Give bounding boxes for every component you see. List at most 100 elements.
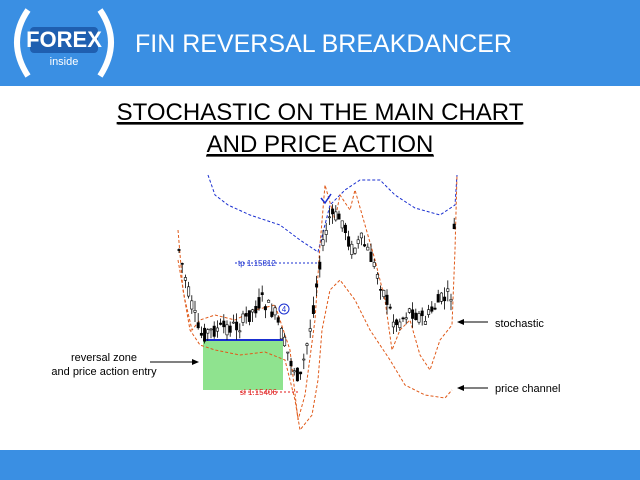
logo-brand: FOREX xyxy=(26,27,102,52)
candle-body xyxy=(260,292,264,296)
candle-body xyxy=(331,208,335,215)
candle-body xyxy=(359,232,363,239)
arrow-head xyxy=(192,359,199,365)
candle-body xyxy=(228,325,232,333)
candle-body xyxy=(270,311,274,317)
candle-body xyxy=(286,351,290,354)
logo-tagline: inside xyxy=(50,56,79,68)
entry-zone xyxy=(203,340,283,390)
candle-body xyxy=(267,299,271,303)
candle-body xyxy=(395,319,399,326)
heading-line: AND PRICE ACTION xyxy=(207,131,434,158)
stochastic-line xyxy=(177,174,458,421)
arrow-head xyxy=(457,385,464,391)
candle-body xyxy=(180,263,184,265)
logo-paren xyxy=(97,8,114,78)
candle-body xyxy=(247,310,251,322)
candle-body xyxy=(203,327,207,342)
candle-body xyxy=(443,296,447,302)
candle-body xyxy=(190,300,194,310)
candle-body xyxy=(350,243,354,255)
candle-body xyxy=(199,332,203,336)
candle-body xyxy=(391,321,395,328)
candle-body xyxy=(273,307,277,316)
candle-body xyxy=(327,216,331,219)
candle-body xyxy=(363,244,367,247)
candle-body xyxy=(433,307,437,310)
candle-body xyxy=(375,274,379,279)
candle-body xyxy=(215,327,219,332)
candle-body xyxy=(289,360,293,367)
header-title: FIN REVERSAL BREAKDANCER xyxy=(135,30,512,58)
candle-body xyxy=(311,305,315,314)
candle-body xyxy=(183,277,187,281)
candle-body xyxy=(302,358,306,361)
logo: FOREX inside xyxy=(14,8,114,78)
candle-body xyxy=(225,324,229,336)
candle-body xyxy=(295,367,299,382)
candle-body xyxy=(257,297,261,309)
candle-body xyxy=(219,322,223,325)
annotation: stochastic xyxy=(495,318,544,330)
candle-body xyxy=(369,251,373,262)
channel-upper xyxy=(207,174,458,253)
candle-body xyxy=(398,321,402,328)
heading-line: STOCHASTIC ON THE MAIN CHART xyxy=(117,99,524,126)
candle-body xyxy=(430,306,434,312)
candle-body xyxy=(347,236,351,247)
logo-box xyxy=(30,27,98,53)
candle-body xyxy=(231,321,235,324)
candle-body xyxy=(308,328,312,332)
candle-body xyxy=(187,286,191,297)
signal-marker xyxy=(278,303,290,315)
candle-body xyxy=(299,371,303,375)
annotation: price channel xyxy=(495,383,560,395)
candle-body xyxy=(279,328,283,340)
candle-body xyxy=(238,330,242,333)
annotation: reversal zone xyxy=(71,352,137,364)
annotation: and price action entry xyxy=(51,366,157,378)
candle-body xyxy=(353,247,357,254)
candle-body xyxy=(439,292,443,302)
candle-body xyxy=(244,313,248,317)
candle-body xyxy=(254,306,258,314)
candle-body xyxy=(452,223,456,230)
candle-body xyxy=(222,320,226,328)
candle-body xyxy=(321,239,325,246)
candle-body xyxy=(411,309,415,319)
candle-body xyxy=(420,310,424,317)
candle-body xyxy=(436,294,440,303)
signal-label: 4 xyxy=(282,305,287,314)
candle-body xyxy=(449,299,453,302)
candle-body xyxy=(401,317,405,320)
candle-body xyxy=(305,343,309,346)
arrow-head xyxy=(457,319,464,325)
candle-body xyxy=(283,336,287,347)
candle-body xyxy=(241,313,245,323)
candle-body xyxy=(235,321,239,331)
candle-body xyxy=(427,309,431,315)
candle-body xyxy=(318,261,322,270)
candle-body xyxy=(379,289,383,291)
candle-body xyxy=(343,224,347,234)
candle-body xyxy=(414,312,418,320)
candle-body xyxy=(372,262,376,267)
candle-body xyxy=(423,320,427,325)
candle-body xyxy=(263,306,267,311)
candle-body xyxy=(292,370,296,373)
candle-body xyxy=(382,290,386,297)
candle-body xyxy=(276,317,280,323)
candle-body xyxy=(177,249,181,251)
candle-body xyxy=(334,211,338,221)
candle-body xyxy=(417,313,421,323)
candle-body xyxy=(209,328,213,331)
candle-body xyxy=(315,283,319,288)
channel-lower xyxy=(177,229,453,432)
tp-label: tp 1.15812 xyxy=(238,259,276,268)
candle-body xyxy=(193,310,197,313)
candle-body xyxy=(388,306,392,309)
candle-body xyxy=(340,220,344,229)
candle-body xyxy=(212,325,216,337)
